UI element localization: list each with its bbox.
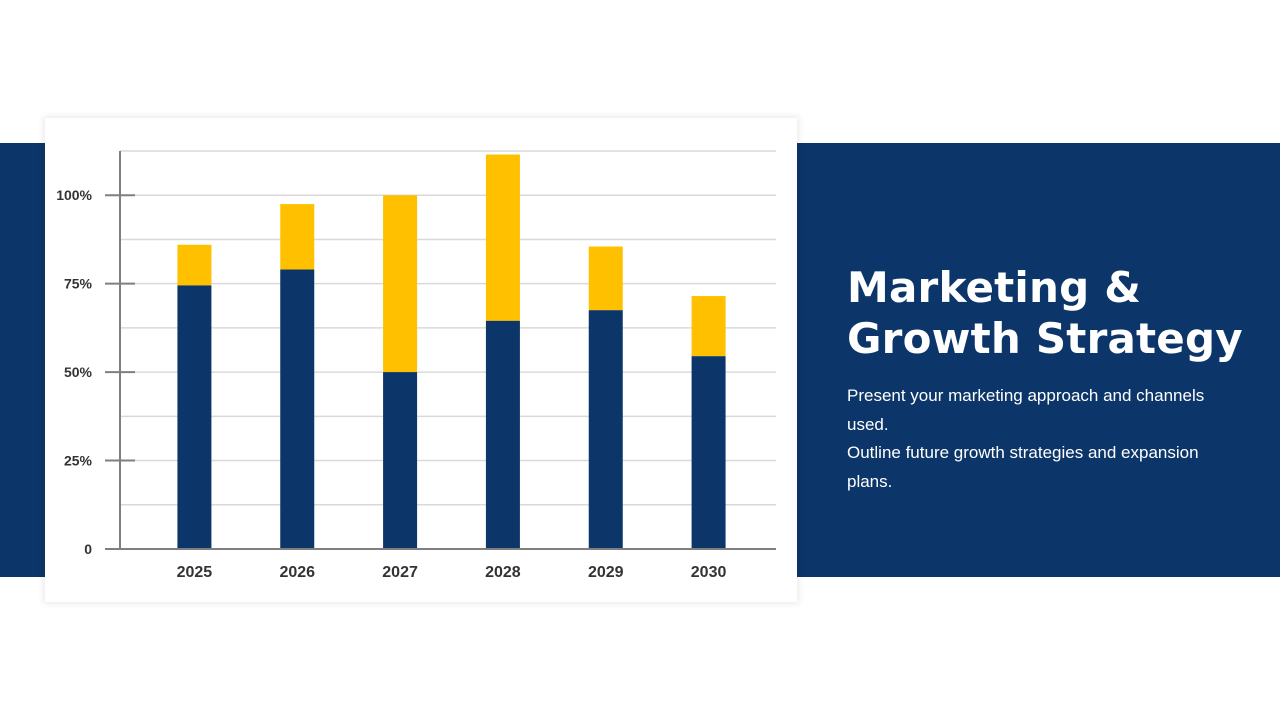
bar-segment-top-2030 bbox=[691, 296, 726, 357]
description-line-2: Outline future growth strategies and exp… bbox=[847, 443, 1199, 491]
slide-title: Marketing & Growth Strategy bbox=[847, 262, 1247, 364]
bar-segment-top-2026 bbox=[280, 204, 315, 270]
slide-title-line-1: Marketing & bbox=[847, 263, 1142, 312]
bar-segment-base-2025 bbox=[177, 285, 212, 549]
bar-segment-base-2029 bbox=[588, 310, 623, 549]
x-category-label: 2028 bbox=[485, 564, 521, 581]
x-category-label: 2029 bbox=[588, 564, 624, 581]
y-tick-label: 75% bbox=[64, 276, 93, 292]
slide-title-line-2: Growth Strategy bbox=[847, 314, 1243, 363]
y-tick-label: 100% bbox=[56, 187, 92, 203]
x-category-label: 2026 bbox=[279, 564, 315, 581]
bar-segment-base-2026 bbox=[280, 269, 315, 549]
description-line-1: Present your marketing approach and chan… bbox=[847, 386, 1205, 434]
bar-segment-top-2027 bbox=[383, 195, 418, 373]
text-panel: Marketing & Growth Strategy Present your… bbox=[847, 262, 1247, 496]
y-tick-label: 25% bbox=[64, 453, 93, 469]
y-tick-label: 50% bbox=[64, 364, 93, 380]
x-category-label: 2027 bbox=[382, 564, 418, 581]
bar-segment-base-2028 bbox=[485, 320, 520, 549]
slide-description: Present your marketing approach and chan… bbox=[847, 382, 1239, 496]
bar-segment-base-2027 bbox=[383, 372, 418, 549]
x-category-label: 2030 bbox=[691, 564, 727, 581]
bar-segment-base-2030 bbox=[691, 356, 726, 549]
bar-segment-top-2028 bbox=[485, 154, 520, 321]
stacked-bar-chart: 0 25% 50% 75% 100% 2025 2026 2027 2028 2029 2030 bbox=[56, 150, 776, 581]
y-tick-label: 0 bbox=[84, 541, 92, 557]
bar-segment-top-2029 bbox=[588, 246, 623, 311]
x-category-label: 2025 bbox=[177, 564, 213, 581]
chart-card: 0 25% 50% 75% 100% 2025 2026 2027 2028 2029 2030 bbox=[45, 118, 797, 602]
bar-segment-top-2025 bbox=[177, 244, 212, 286]
